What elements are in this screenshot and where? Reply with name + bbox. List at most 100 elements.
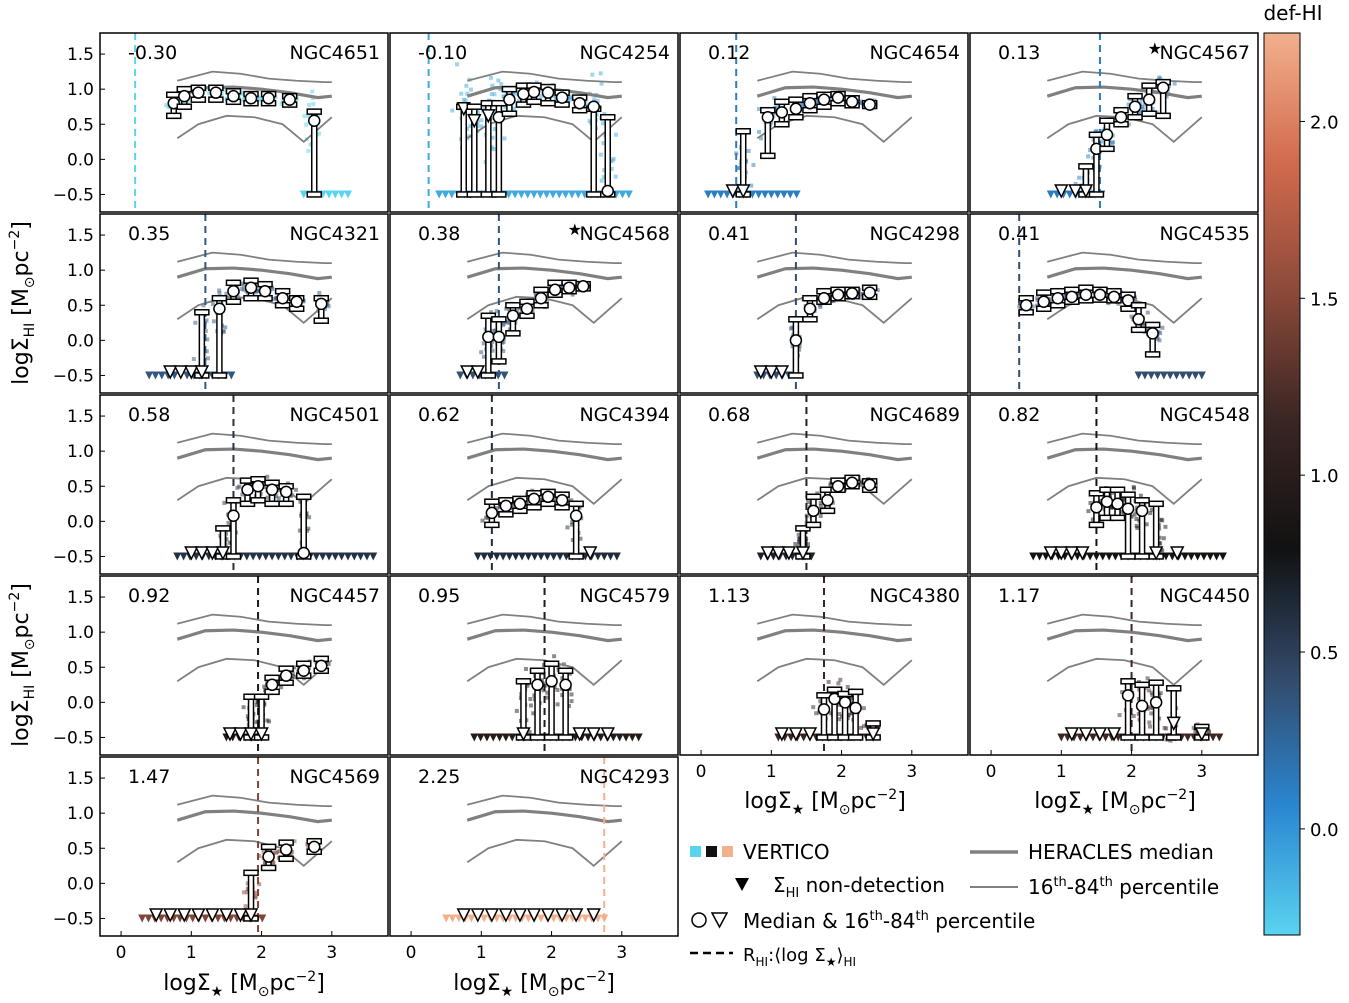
legend-percentile-label: 16th-84th percentile: [1028, 875, 1219, 899]
y-tick-label: 0.0: [67, 693, 94, 713]
legend-rhi-label: RHI:⟨log Σ★⟩HI: [743, 945, 856, 969]
vertico-point: [837, 711, 842, 716]
error-cap: [543, 660, 560, 667]
nondetection-marker: [624, 190, 633, 199]
vertico-point: [479, 350, 484, 355]
nondetection-marker: [495, 733, 504, 742]
median-triangle: [1092, 727, 1108, 742]
panel-ngc4450: 0 1 2 3 1.17 NGC4450: [969, 575, 1259, 782]
error-bar: [460, 105, 468, 196]
vertico-point: [489, 310, 494, 315]
median-triangle: [554, 908, 570, 923]
median-point: [262, 850, 275, 863]
nondetection-marker: [710, 190, 719, 199]
panel-frame: [99, 394, 389, 575]
nondetection-marker: [447, 190, 456, 199]
vertico-point: [294, 487, 299, 492]
error-bar: [1152, 681, 1160, 739]
vertico-point: [221, 329, 226, 334]
nondetection-marker: [476, 733, 485, 742]
median-point: [601, 184, 615, 198]
heracles-line: [466, 628, 622, 643]
median-point: [1156, 81, 1170, 95]
vertico-point: [861, 724, 866, 729]
median-point: [517, 87, 530, 101]
median-triangle: [764, 365, 779, 380]
vertico-point: [541, 688, 546, 693]
x-tick-label: 3: [326, 943, 337, 963]
y-tick-label: 0.0: [67, 512, 94, 532]
vertico-point: [1142, 102, 1147, 107]
vertico-point: [1030, 304, 1035, 309]
vertico-point: [769, 120, 774, 125]
vertico-point: [601, 141, 606, 146]
vertico-point: [1149, 711, 1154, 716]
y-tick-label: 1.5: [67, 407, 94, 427]
median-triangle: [586, 908, 601, 923]
median-triangle: [512, 908, 528, 923]
vertico-point: [1073, 181, 1078, 186]
nondetection-marker: [255, 552, 264, 561]
vertico-point: [1133, 297, 1138, 302]
panel-frame: [389, 756, 679, 937]
heracles-line: [466, 476, 623, 505]
error-cap: [557, 667, 574, 675]
error-bar: [230, 499, 237, 558]
vertico-point: [551, 498, 556, 503]
x-tick-label: 2: [836, 762, 847, 782]
vertico-point: [602, 167, 607, 172]
vertico-point: [736, 166, 741, 171]
vertico-point: [1138, 109, 1143, 114]
heracles-line: [467, 613, 622, 627]
vertico-point: [595, 98, 600, 103]
vertico-point: [1138, 493, 1143, 498]
error-cap: [1127, 92, 1143, 100]
colorbar-tick-label: 2.0: [1310, 112, 1339, 133]
vertico-point: [245, 890, 250, 895]
xlabel-col3: logΣ★ [M⊙pc−2]: [744, 787, 906, 818]
vertico-point: [610, 158, 615, 163]
panel-ngc4568: 0.38 NGC4568★: [389, 213, 679, 394]
star-icon: ★: [1148, 39, 1162, 58]
error-cap: [788, 113, 804, 121]
median-point: [1107, 290, 1121, 304]
nondetection-marker: [482, 733, 491, 742]
nondetection-marker: [537, 914, 546, 923]
median-triangle: [243, 908, 259, 923]
vertico-point: [836, 681, 841, 686]
vertico-point: [205, 356, 210, 361]
nondetection-marker: [615, 733, 624, 742]
vertico-point: [480, 518, 485, 523]
vertico-point: [210, 302, 215, 307]
vertico-point: [1164, 94, 1169, 99]
vertico-point: [207, 91, 212, 96]
error-cap: [225, 497, 242, 504]
error-cap: [176, 103, 193, 110]
nondetection-marker: [524, 914, 533, 923]
error-cap: [264, 500, 280, 508]
vertico-point: [525, 683, 530, 688]
nondetection-marker: [767, 190, 776, 199]
vertico-point: [566, 703, 571, 708]
vertico-point: [555, 702, 560, 707]
y-tick-label: −0.5: [53, 909, 94, 929]
median-triangle: [572, 727, 587, 742]
vertico-point: [489, 145, 494, 150]
def-value: 0.82: [998, 404, 1040, 426]
vertico-point: [489, 328, 494, 333]
vertico-point: [797, 344, 802, 349]
median-triangle: [516, 727, 531, 742]
labels-layer: logΣHI [M⊙pc−2] logΣHI [M⊙pc−2] logΣ★ [M…: [7, 221, 1196, 1000]
heracles-line: [177, 794, 332, 808]
vertico-point: [1086, 509, 1091, 514]
vertico-point: [859, 99, 864, 104]
error-cap: [484, 498, 500, 505]
nondetection-marker: [1178, 371, 1187, 380]
vertico-point: [1131, 714, 1136, 719]
error-cap: [540, 99, 556, 107]
error-bar: [852, 691, 859, 739]
vertico-point: [1110, 140, 1115, 145]
error-cap: [480, 372, 497, 379]
vertico-point: [235, 485, 240, 490]
panel-frame: [969, 213, 1259, 394]
